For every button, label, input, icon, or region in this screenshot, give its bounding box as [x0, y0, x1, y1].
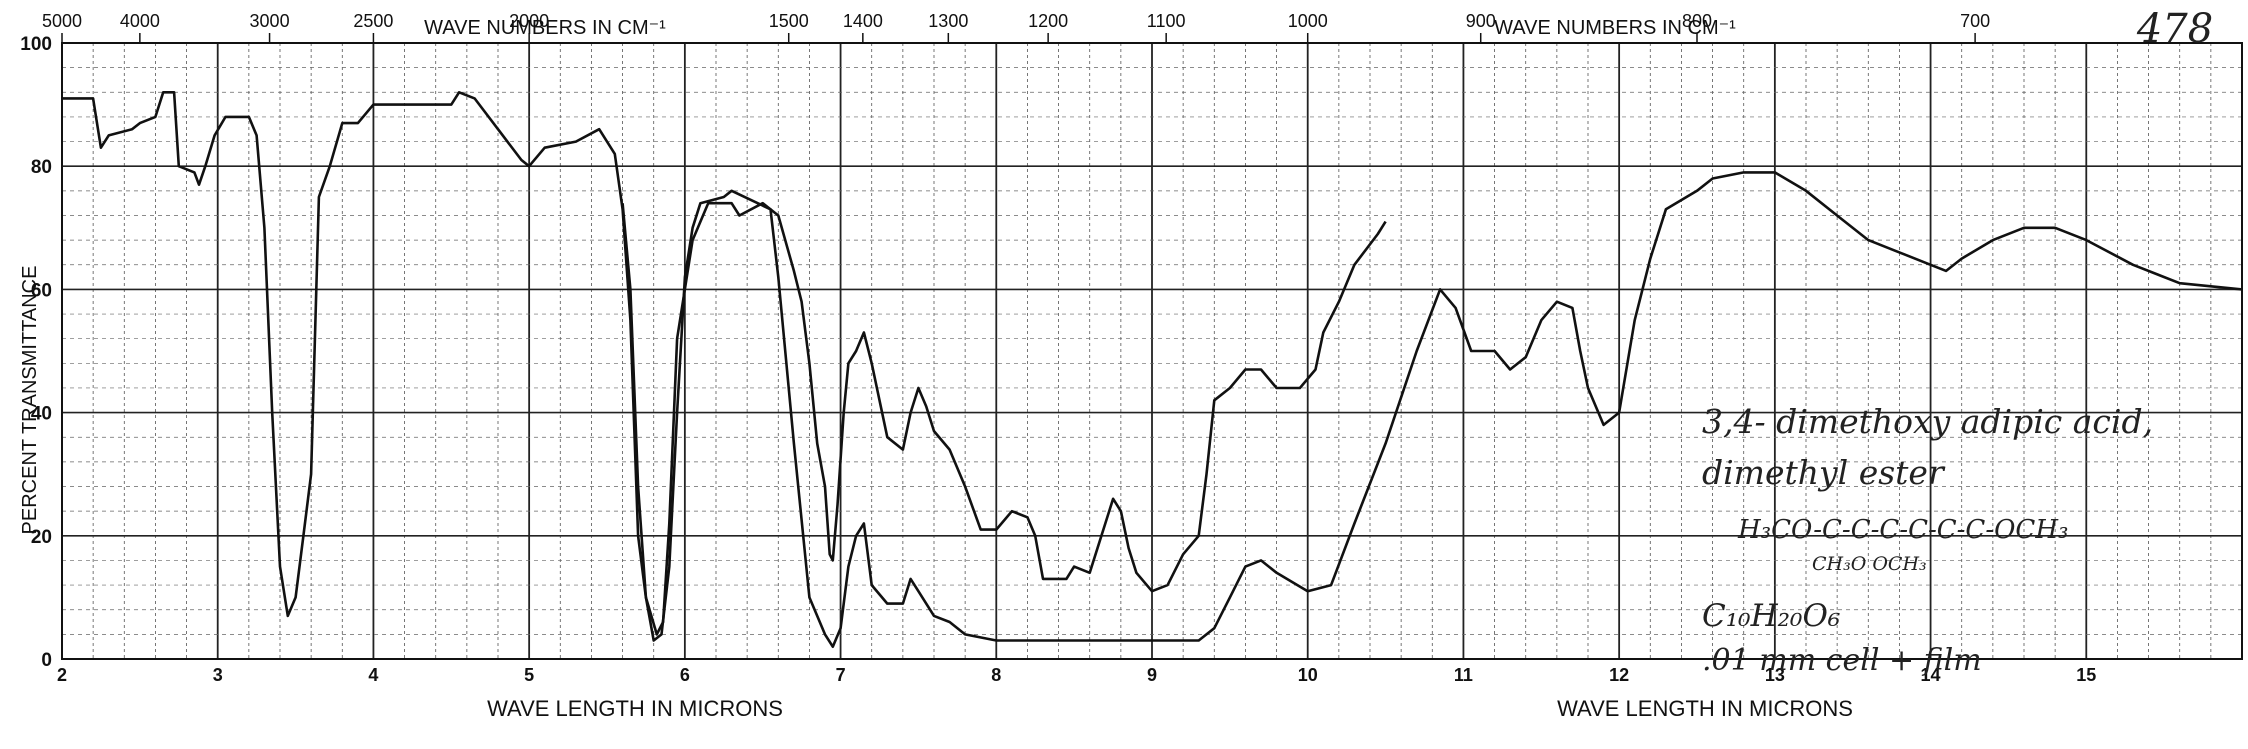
wavenumber-tick-label: 4000 — [120, 11, 160, 31]
y-tick-label: 20 — [31, 527, 52, 548]
annotation-ester: dimethyl ester — [1702, 453, 1946, 492]
bottom-axis-label-right: WAVE LENGTH IN MICRONS — [1557, 696, 1853, 721]
wavenumber-tick-label: 2500 — [353, 11, 393, 31]
annotation-formula: C₁₀H₂₀O₆ — [1702, 598, 1840, 634]
wavenumber-tick-label: 800 — [1682, 11, 1712, 31]
spectrum-line-2 — [621, 171, 2243, 648]
x-tick-label: 3 — [213, 665, 223, 685]
wavenumber-tick-label: 1000 — [1288, 11, 1328, 31]
plot-frame — [61, 42, 2243, 660]
annotation-compound-name: 3,4- dimethoxy adipic acid, — [1702, 402, 2153, 441]
wavenumber-tick-label: 5000 — [42, 11, 82, 31]
wavenumber-tick-label: 1300 — [928, 11, 968, 31]
top-axis-label-left: WAVE NUMBERS IN CM⁻¹ — [424, 17, 666, 39]
x-tick-label: 5 — [524, 665, 534, 685]
y-tick-label: 80 — [31, 157, 52, 178]
y-tick-label: 100 — [20, 34, 52, 55]
x-tick-label: 11 — [1454, 665, 1473, 685]
wavenumber-tick-label: 900 — [1466, 11, 1496, 31]
x-tick-label: 6 — [680, 665, 690, 685]
x-tick-label: 13 — [1765, 665, 1785, 685]
x-tick-label: 14 — [1921, 665, 1941, 685]
wavenumber-tick-label: 1100 — [1147, 11, 1186, 31]
top-axis-label-right: WAVE NUMBERS IN CM⁻¹ — [1494, 17, 1736, 39]
wavenumber-tick-label: 1200 — [1028, 11, 1068, 31]
x-tick-label: 10 — [1298, 665, 1318, 685]
bottom-axis-label-left: WAVE LENGTH IN MICRONS — [487, 696, 783, 721]
x-tick-label: 15 — [2076, 665, 2096, 685]
wavenumber-tick-label: 1400 — [843, 11, 883, 31]
wavenumber-tick-label: 3000 — [250, 11, 290, 31]
x-tick-label: 12 — [1609, 665, 1629, 685]
x-tick-label: 2 — [57, 665, 67, 685]
y-axis-label: PERCENT TRANSMITTANCE — [19, 266, 41, 535]
y-tick-label: 40 — [31, 404, 52, 425]
annotation-structure: H₃CO-C-C-C-C-C-C-OCH₃ — [1737, 515, 2068, 545]
x-tick-label: 7 — [836, 665, 846, 685]
wavenumber-tick-label: 700 — [1960, 11, 1990, 31]
x-tick-label: 9 — [1147, 665, 1157, 685]
wavenumber-tick-label: 1500 — [769, 11, 809, 31]
page-number: 478 — [2136, 6, 2213, 52]
spectrum-line-1 — [62, 91, 1387, 636]
annotation-structure-sub: CH₃O OCH₃ — [1812, 553, 1927, 575]
y-tick-label: 0 — [41, 650, 52, 671]
y-tick-label: 60 — [31, 280, 52, 301]
x-tick-label: 4 — [368, 665, 378, 685]
wavenumber-tick-label: 2000 — [509, 11, 549, 31]
annotation-cell: .01 mm cell + film — [1702, 643, 1982, 678]
x-tick-label: 8 — [991, 665, 1001, 685]
